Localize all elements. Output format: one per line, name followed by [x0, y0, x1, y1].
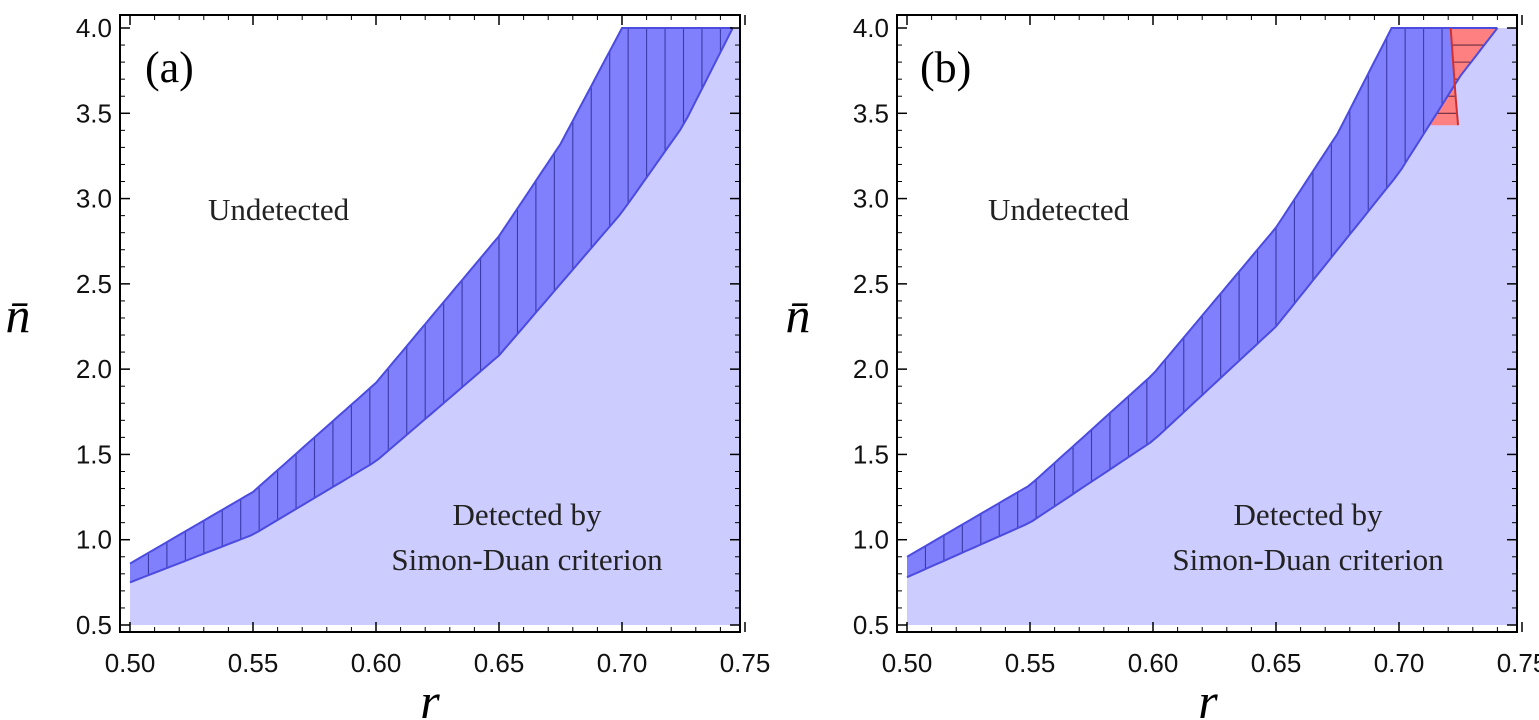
- y-tick-label: 0.5: [76, 610, 112, 640]
- undetected-label: Undetected: [208, 192, 350, 227]
- y-tick-label: 0.5: [853, 610, 889, 640]
- y-tick-label: 3.5: [76, 98, 112, 128]
- y-tick-label: 1.5: [76, 439, 112, 469]
- y-tick-label: 1.0: [853, 525, 889, 555]
- x-ticks: 0.50 0.55 0.60 0.65 0.70 0.75: [882, 15, 1539, 678]
- x-tick-label: 0.55: [1005, 648, 1056, 678]
- x-ticks: 0.50 0.55 0.60 0.65 0.70 0.75: [105, 15, 771, 678]
- panel-b: 0.50 0.55 0.60 0.65 0.70 0.75 0.5 1.0 1.5 2.0 2.5…: [786, 13, 1539, 720]
- y-tick-label: 2.5: [853, 269, 889, 299]
- x-tick-label: 0.50: [882, 648, 933, 678]
- x-tick-label: 0.65: [1251, 648, 1302, 678]
- y-ticks: 0.5 1.0 1.5 2.0 2.5 3.0 3.5 4.0: [853, 13, 1517, 640]
- y-tick-label: 4.0: [76, 13, 112, 43]
- detected-region: [130, 28, 740, 625]
- detected-label-line2: Simon-Duan criterion: [391, 542, 663, 577]
- panel-label: (a): [145, 43, 194, 92]
- y-tick-label: 2.5: [76, 269, 112, 299]
- red-region: [1429, 28, 1498, 126]
- red-left-boundary: [1449, 27, 1459, 126]
- y-axis-title: n̄: [786, 287, 811, 343]
- hatched-region: [130, 28, 733, 583]
- x-tick-label: 0.65: [474, 648, 525, 678]
- x-tick-label: 0.75: [1497, 648, 1539, 678]
- hatch-lines: [924, 28, 1443, 570]
- upper-boundary: [129, 27, 733, 565]
- simon-duan-boundary: [129, 27, 734, 584]
- hatch-lines: [147, 28, 721, 576]
- undetected-label: Undetected: [988, 192, 1130, 227]
- simon-duan-boundary: [906, 27, 1499, 579]
- x-axis-title: r: [1198, 673, 1218, 720]
- detected-label-line1: Detected by: [453, 497, 602, 532]
- y-tick-label: 2.0: [853, 354, 889, 384]
- x-tick-label: 0.70: [597, 648, 648, 678]
- x-axis-title: r: [420, 673, 440, 720]
- y-tick-label: 3.5: [853, 98, 889, 128]
- x-tick-label: 0.50: [105, 648, 156, 678]
- detected-label-line1: Detected by: [1234, 497, 1383, 532]
- y-axis-title: n̄: [6, 287, 31, 343]
- y-tick-label: 2.0: [76, 354, 112, 384]
- y-ticks: 0.5 1.0 1.5 2.0 2.5 3.0 3.5 4.0: [76, 13, 740, 640]
- x-tick-label: 0.55: [228, 648, 279, 678]
- panel-label: (b): [920, 43, 971, 92]
- y-tick-label: 4.0: [853, 13, 889, 43]
- detected-region: [907, 28, 1517, 625]
- x-tick-label: 0.60: [351, 648, 402, 678]
- detected-label-line2: Simon-Duan criterion: [1172, 542, 1444, 577]
- y-tick-label: 1.0: [76, 525, 112, 555]
- y-tick-label: 3.0: [76, 184, 112, 214]
- upper-boundary: [906, 27, 1498, 558]
- x-tick-label: 0.60: [1128, 648, 1179, 678]
- panel-b-plot-area: [906, 27, 1517, 625]
- panel-b-frame: [896, 14, 1518, 633]
- x-tick-label: 0.75: [720, 648, 771, 678]
- panel-a-plot-area: [129, 27, 740, 625]
- panel-a-frame: [119, 14, 741, 633]
- panel-a: 0.50 0.55 0.60 0.65 0.70 0.75 0.5 1.0 1.5 2.0 2.5…: [6, 13, 771, 720]
- y-tick-label: 3.0: [853, 184, 889, 214]
- y-tick-label: 1.5: [853, 439, 889, 469]
- x-tick-label: 0.70: [1374, 648, 1425, 678]
